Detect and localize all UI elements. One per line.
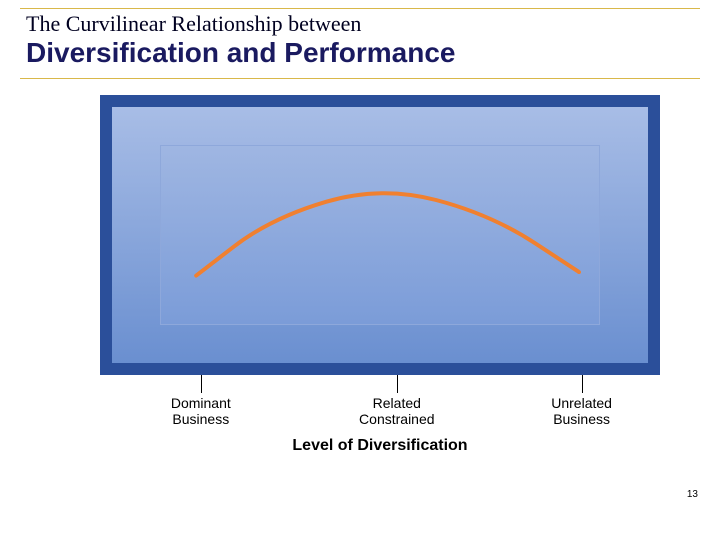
chart-inner-panel	[160, 145, 600, 325]
x-tick-label: DominantBusiness	[141, 395, 261, 427]
x-tick-label-line2: Constrained	[359, 411, 435, 427]
title-line-1: The Curvilinear Relationship between	[26, 12, 694, 36]
x-tick	[582, 375, 583, 393]
figure: Performance DominantBusinessRelatedConst…	[40, 95, 680, 495]
title-rule-bottom	[20, 78, 700, 79]
x-tick	[201, 375, 202, 393]
x-tick-label: UnrelatedBusiness	[522, 395, 642, 427]
slide-root: The Curvilinear Relationship between Div…	[0, 0, 720, 540]
x-tick-label: RelatedConstrained	[337, 395, 457, 427]
title-line-2: Diversification and Performance	[26, 38, 694, 69]
page-number: 13	[687, 489, 698, 500]
x-tick-label-line1: Dominant	[171, 395, 231, 411]
chart-outer-panel	[100, 95, 660, 375]
x-tick-label-line1: Related	[373, 395, 421, 411]
title-block: The Curvilinear Relationship between Div…	[20, 8, 700, 79]
performance-curve	[161, 146, 601, 326]
x-axis-title: Level of Diversification	[230, 437, 530, 455]
x-tick-label-line2: Business	[172, 411, 229, 427]
x-tick	[397, 375, 398, 393]
x-tick-label-line1: Unrelated	[551, 395, 612, 411]
x-tick-label-line2: Business	[553, 411, 610, 427]
